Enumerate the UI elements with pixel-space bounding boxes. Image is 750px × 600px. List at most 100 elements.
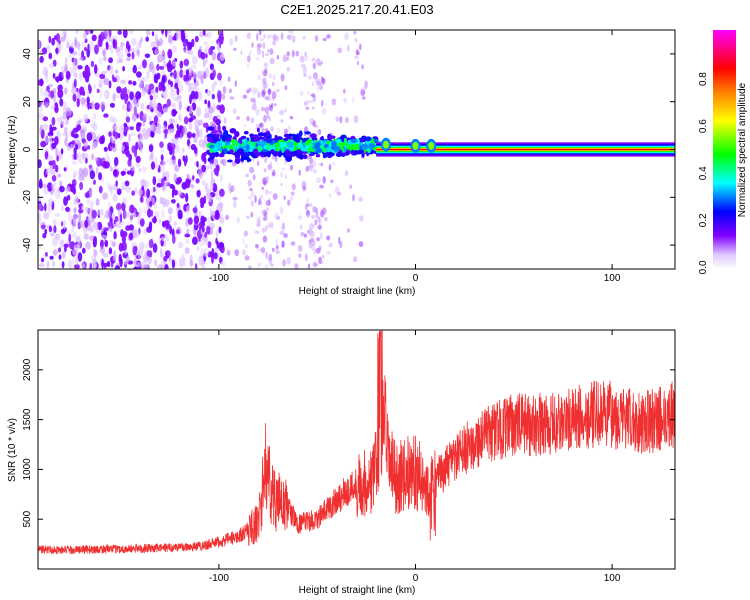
spectrogram-noise-blob [132, 80, 137, 86]
spectrogram-noise-blob [72, 93, 77, 102]
spectrogram-noise-blob [77, 120, 81, 125]
spectrogram-noise-blob [89, 40, 95, 51]
spectrogram-noise-blob [248, 87, 252, 93]
spectrogram-noise-blob [211, 51, 217, 61]
spectrogram-noise-blob [233, 47, 237, 52]
spectrogram-signal-blob [305, 140, 309, 146]
spectrogram-noise-blob [302, 185, 307, 192]
spectrogram-noise-blob [251, 104, 257, 111]
spectrogram-noise-blob [61, 71, 65, 79]
spectrogram-noise-blob [150, 161, 156, 170]
spectrogram-signal-blob [253, 138, 260, 142]
spectrogram-noise-blob [187, 67, 193, 77]
spectrogram-noise-blob [172, 235, 176, 244]
spectrogram-noise-blob [250, 117, 255, 123]
spectrogram-noise-blob [65, 133, 68, 143]
spectrogram-noise-blob [218, 242, 225, 248]
spectrogram-noise-blob [287, 125, 291, 133]
spectrogram-noise-blob [113, 169, 118, 177]
spectrogram-noise-blob [101, 252, 108, 258]
spectrogram-signal-blob [256, 127, 260, 133]
spectrogram-noise-blob [321, 107, 327, 115]
spectrogram-noise-blob [242, 94, 248, 99]
spectrogram-signal-blob [368, 142, 375, 149]
spectrogram-noise-blob [242, 237, 245, 244]
spectrogram-noise-blob [178, 84, 184, 94]
spectrogram-noise-blob [78, 174, 84, 182]
spectrogram-noise-blob [247, 179, 252, 187]
spectrogram-noise-blob [321, 99, 324, 105]
spectrogram-noise-blob [196, 106, 202, 117]
spectrogram-noise-blob [263, 114, 268, 123]
spectrogram-noise-blob [51, 142, 57, 150]
spectrogram-noise-blob [203, 58, 209, 64]
spectrogram-noise-blob [60, 228, 66, 235]
spectrogram-noise-blob [77, 252, 83, 262]
spectrogram-noise-blob [161, 30, 164, 35]
spectrogram-noise-blob [39, 125, 42, 135]
x-tick-label: 100 [604, 573, 621, 584]
spectrogram-noise-blob [59, 239, 65, 248]
spectrogram-noise-blob [64, 87, 68, 95]
spectrogram-noise-blob [197, 90, 203, 101]
spectrogram-noise-blob [167, 207, 173, 215]
spectrogram-noise-blob [181, 147, 185, 153]
spectrogram-noise-blob [246, 64, 250, 68]
spectrogram-noise-blob [182, 41, 187, 48]
spectrogram-noise-blob [249, 50, 252, 56]
spectrogram-noise-blob [251, 42, 254, 48]
spectrogram-image [38, 30, 675, 269]
spectrogram-noise-blob [81, 137, 86, 143]
spectrogram-noise-blob [298, 253, 302, 258]
spectrogram-noise-blob [110, 136, 117, 144]
spectrogram-signal-blob [265, 130, 271, 137]
spectrogram-noise-blob [305, 165, 310, 172]
spectrogram-noise-blob [256, 248, 262, 252]
spectrogram-noise-blob [80, 132, 86, 140]
spectrogram-noise-blob [204, 99, 208, 105]
spectrogram-noise-blob [98, 136, 105, 145]
y-tick-label: 2000 [22, 358, 33, 381]
spectrogram-noise-blob [38, 112, 44, 120]
spectrogram-noise-blob [43, 212, 50, 220]
spectrogram-noise-blob [190, 184, 195, 189]
spectrogram-noise-blob [48, 35, 52, 44]
spectrogram-noise-blob [125, 116, 131, 123]
spectrogram-signal-blob [343, 142, 348, 146]
spectrogram-noise-blob [85, 157, 88, 164]
spectrogram-noise-blob [128, 133, 131, 143]
spectrogram-noise-blob [193, 71, 198, 80]
spectrogram-noise-blob [122, 30, 128, 39]
spectrogram-noise-blob [78, 167, 83, 177]
spectrogram-noise-blob [290, 241, 296, 246]
spectrogram-noise-blob [103, 161, 110, 169]
spectrogram-noise-blob [93, 221, 99, 231]
spectrogram-noise-blob [130, 132, 136, 137]
spectrogram-noise-blob [183, 116, 189, 125]
spectrogram-noise-blob [136, 262, 142, 267]
spectrogram-noise-blob [144, 53, 151, 59]
spectrogram-noise-blob [142, 59, 147, 69]
spectrogram-noise-blob [101, 70, 106, 75]
spectrogram-noise-blob [74, 264, 80, 269]
spectrogram-noise-blob [250, 191, 255, 198]
spectrogram-noise-blob [229, 38, 234, 46]
spectrogram-noise-blob [168, 35, 173, 44]
spectrogram-noise-blob [243, 230, 248, 237]
spectrogram-noise-blob [50, 232, 55, 237]
spectrogram-noise-blob [64, 56, 68, 65]
spectrogram-signal-blob [207, 136, 214, 143]
spectrogram-noise-blob [290, 164, 293, 171]
spectrogram-noise-blob [210, 227, 213, 235]
spectrogram-signal-blob [292, 134, 300, 142]
spectrogram-noise-blob [196, 246, 200, 251]
spectrogram-noise-blob [109, 102, 115, 108]
spectrogram-noise-blob [219, 209, 222, 215]
spectrogram-noise-blob [284, 174, 287, 180]
spectrogram-noise-blob [145, 243, 148, 249]
colorbar-tick-label: 0.4 [698, 166, 709, 180]
spectrogram-noise-blob [217, 123, 221, 133]
spectrogram-signal-blob [298, 130, 303, 137]
snr-y-label: SNR (10 * v/v) [7, 418, 18, 482]
spectrogram-noise-blob [159, 196, 164, 205]
